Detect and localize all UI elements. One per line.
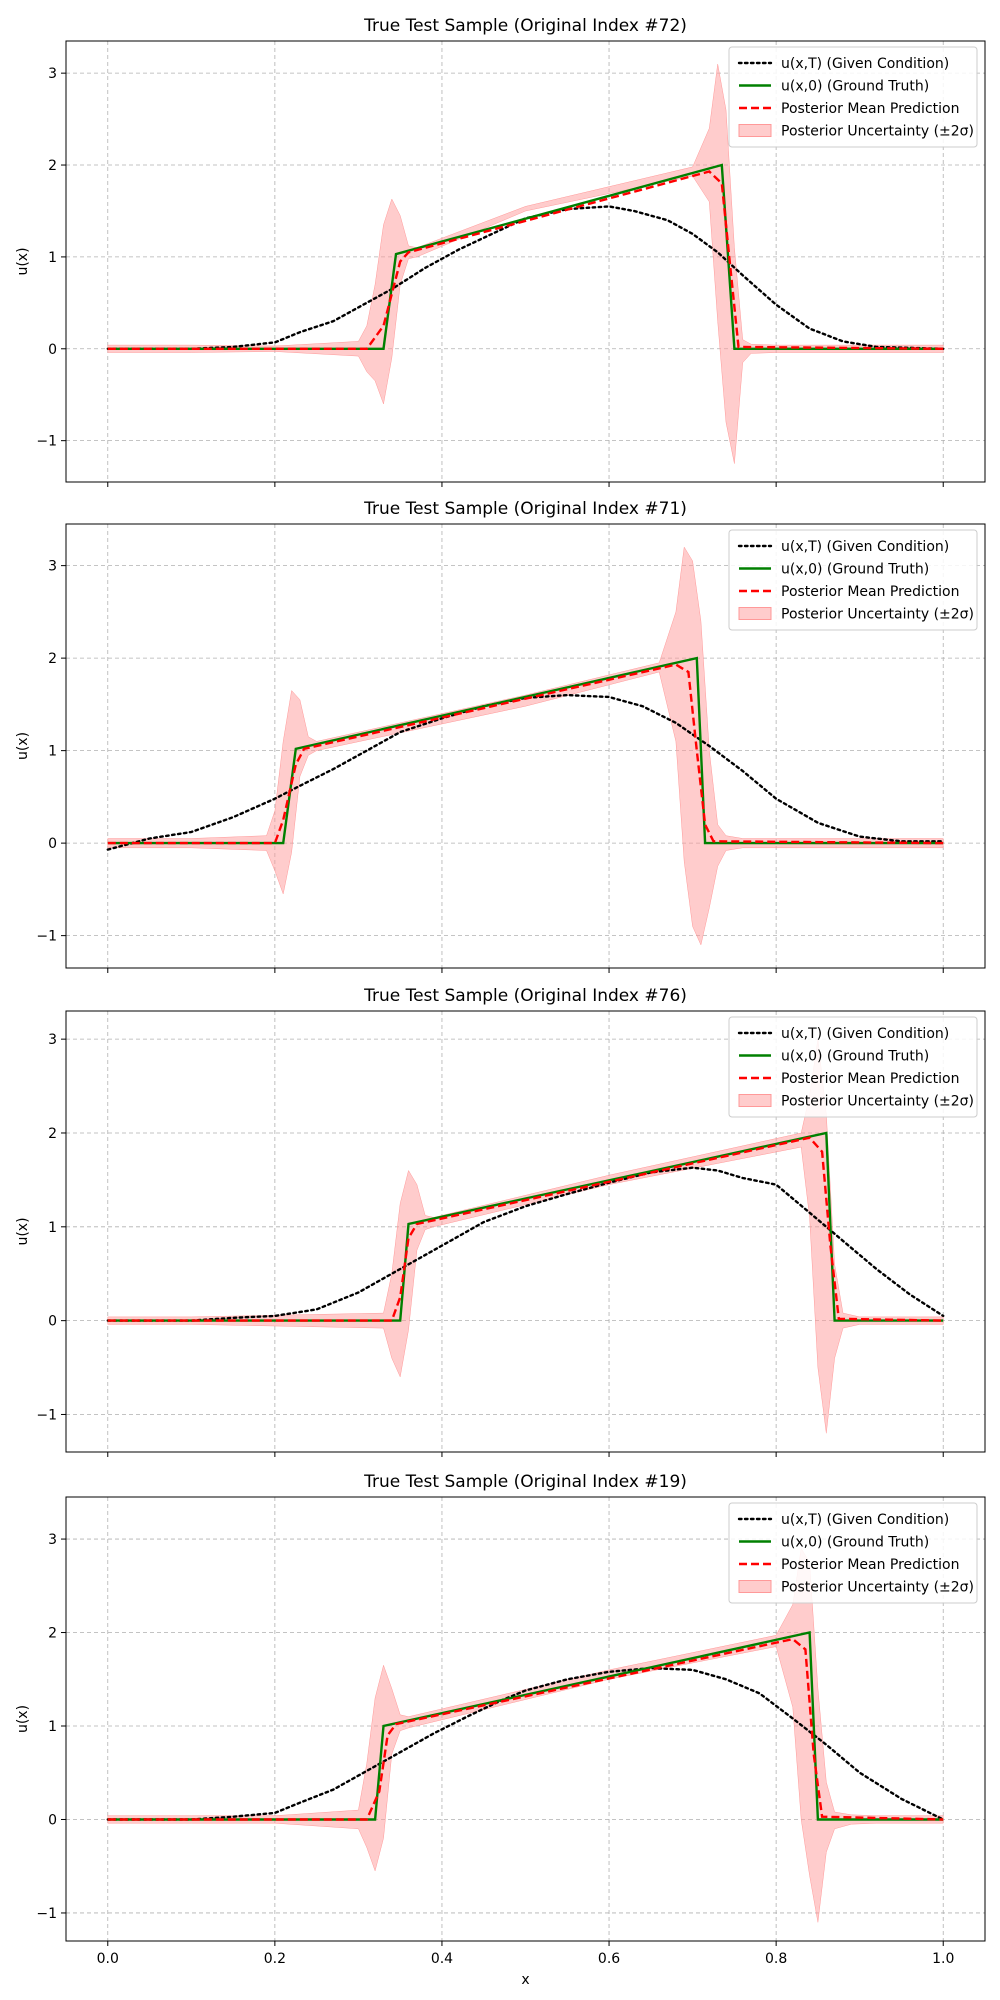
subplot-4: 0.0 0.2 0.4 0.6 0.8 1.0 −1 0 1 2 3 True Test Sample… [15,1472,986,1988]
x-tick-label: 0.8 [765,1951,787,1967]
axes-frame [65,1010,986,1453]
legend-box [728,1016,978,1118]
y-axis-label: u(x) [15,247,31,275]
y-tick-label: −1 [36,1407,57,1423]
x-tick-label: 0.0 [97,1951,119,1967]
subplot-2: −1 0 1 2 3 True Test Sample (Original Index #… [15,499,986,973]
legend-entry: u(x,0) (Ground Truth) [781,562,929,578]
y-tick-label: 1 [48,250,57,266]
legend-entry: Posterior Uncertainty (±2σ) [781,1580,974,1596]
condition-line [106,1666,945,1821]
y-tick-label: −1 [36,434,57,450]
axes-frame [65,1496,986,1942]
legend-entry: u(x,0) (Ground Truth) [781,79,929,95]
legend-entry: u(x,0) (Ground Truth) [781,1535,929,1551]
legend-entry: u(x,T) (Given Condition) [781,56,949,72]
legend-entry: Posterior Uncertainty (±2σ) [781,607,974,623]
y-tick-label: 2 [48,1126,57,1142]
y-tick-label: 0 [48,1812,57,1828]
y-tick-label: 0 [48,836,57,852]
y-axis-label: u(x) [15,1217,31,1245]
legend: u(x,T) (Given Condition) u(x,0) (Ground T… [728,46,978,148]
uncertainty-band [107,1547,944,1923]
legend-entry: Posterior Uncertainty (±2σ) [781,124,974,140]
legend-entry: u(x,T) (Given Condition) [781,1026,949,1042]
y-tick-label: 2 [48,651,57,667]
legend: u(x,T) (Given Condition) u(x,0) (Ground T… [728,1016,978,1118]
y-tick-label: −1 [36,1906,57,1922]
x-axis-label: x [521,1972,529,1988]
legend-entry: Posterior Mean Prediction [781,1071,959,1087]
y-tick-label: 3 [48,1532,57,1548]
legend: u(x,T) (Given Condition) u(x,0) (Ground T… [728,529,978,631]
y-tick-label: 1 [48,1220,57,1236]
legend-entry: Posterior Mean Prediction [781,584,959,600]
y-tick-label: 2 [48,158,57,174]
plot-area [106,63,945,464]
legend-swatch-band [738,1094,772,1107]
mean-prediction-line [107,170,944,350]
y-axis-label: u(x) [15,1705,31,1733]
mean-prediction-line [107,1136,944,1322]
y-tick-label: 2 [48,1626,57,1642]
legend-entry: u(x,T) (Given Condition) [781,539,949,555]
y-tick-label: −1 [36,929,57,945]
legend-entry: u(x,T) (Given Condition) [781,1512,949,1528]
condition-line [106,1166,945,1322]
legend-box [728,1502,978,1604]
legend-swatch-band [738,1580,772,1593]
subplot-title: True Test Sample (Original Index #71) [363,499,687,519]
legend-entry: Posterior Uncertainty (±2σ) [781,1094,974,1110]
legend: u(x,T) (Given Condition) u(x,0) (Ground T… [728,1502,978,1604]
subplot-title: True Test Sample (Original Index #72) [363,16,687,36]
subplot-3: −1 0 1 2 3 True Test Sample (Original Index #… [15,986,986,1457]
subplot-1: −1 0 1 2 3 True Test Sample (Original Index #… [15,16,986,487]
y-tick-label: 3 [48,1032,57,1048]
y-tick-label: 3 [48,559,57,575]
legend-box [728,529,978,631]
y-tick-label: 3 [48,66,57,82]
x-tick-label: 1.0 [932,1951,954,1967]
condition-line [106,205,945,350]
y-tick-label: 1 [48,1719,57,1735]
y-tick-label: 0 [48,1314,57,1330]
x-tick-label: 0.2 [264,1951,286,1967]
uncertainty-band [107,63,944,464]
mean-prediction-line [107,663,944,845]
uncertainty-band [107,1039,944,1434]
x-tick-label: 0.6 [598,1951,620,1967]
axes-frame [65,40,986,483]
condition-line [106,693,945,851]
legend-box [728,46,978,148]
plot-area [106,1547,945,1923]
uncertainty-band [107,546,944,946]
plot-area [106,1039,945,1434]
legend-swatch-band [738,607,772,620]
legend-entry: Posterior Mean Prediction [781,1557,959,1573]
y-axis-label: u(x) [15,732,31,760]
mean-prediction-line [107,1637,944,1821]
plot-area [106,546,945,946]
x-tick-label: 0.4 [431,1951,453,1967]
axes-frame [65,523,986,969]
legend-entry: Posterior Mean Prediction [781,101,959,117]
legend-entry: u(x,0) (Ground Truth) [781,1049,929,1065]
subplot-title: True Test Sample (Original Index #19) [363,1472,687,1492]
y-tick-label: 0 [48,342,57,358]
subplot-title: True Test Sample (Original Index #76) [363,986,687,1006]
legend-swatch-band [738,124,772,137]
y-tick-label: 1 [48,744,57,760]
